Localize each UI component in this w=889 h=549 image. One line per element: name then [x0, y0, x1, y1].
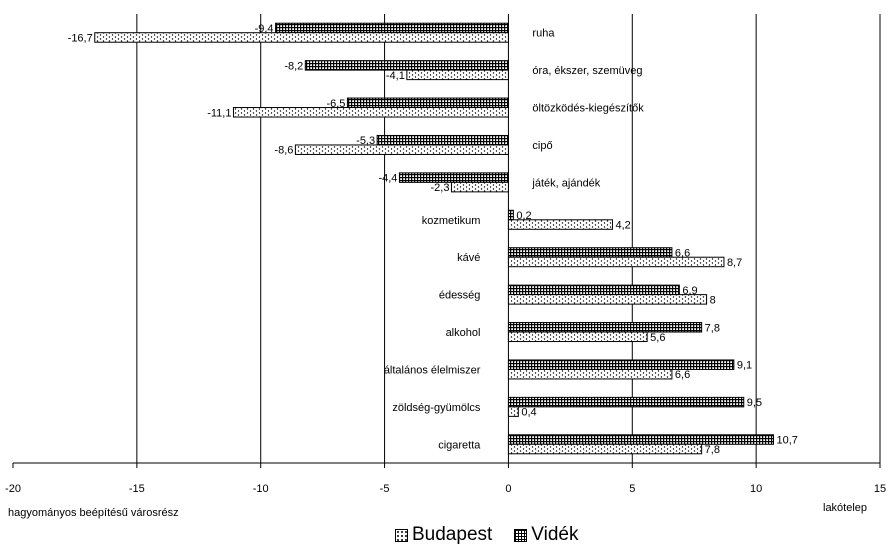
value-label: 0,2 [516, 210, 531, 222]
category-label: cipő [532, 140, 552, 152]
value-label: 9,5 [747, 397, 762, 409]
bar-budapest [450, 181, 509, 193]
x-axis: -20 -15 -10 -5 0 5 10 15 [5, 462, 886, 495]
bars [94, 22, 774, 455]
value-label: -8,6 [274, 145, 293, 157]
labels: -9,4 -16,7 ruha -8,2 -4,1 óra, ékszer, szemüv… [68, 23, 798, 456]
category-label: cigaretta [438, 439, 481, 451]
x-tick-label: 0 [505, 483, 511, 495]
bar-budapest [94, 32, 509, 43]
legend: Budapest Vidék [395, 524, 600, 546]
bar-budapest [507, 294, 708, 305]
value-label: 7,8 [705, 444, 720, 456]
bar-budapest [507, 331, 648, 343]
legend-label-budapest: Budapest [412, 524, 493, 545]
category-label: zöldség-gyümölcs [392, 402, 481, 414]
legend-item-videk: Vidék [514, 524, 578, 546]
x-tick-label: -10 [253, 483, 269, 495]
value-label: -9,4 [255, 23, 274, 35]
bar-videk [507, 284, 680, 296]
value-label: -8,2 [284, 60, 303, 72]
value-label: 6,9 [682, 285, 697, 297]
bar-budapest [507, 219, 613, 230]
bar-budapest [507, 443, 703, 455]
category-label: általános élelmiszer [384, 364, 481, 376]
category-label: alkohol [446, 327, 481, 339]
x-tick-label: -20 [5, 483, 21, 495]
x-tick-label: 15 [874, 483, 886, 495]
x-tick-label: -15 [129, 483, 145, 495]
legend-swatch-grid [514, 528, 528, 542]
bar-budapest [507, 368, 673, 380]
bar-videk [507, 209, 514, 221]
right-axis-note: lakótelep [823, 502, 868, 514]
value-label: -16,7 [68, 32, 93, 44]
value-label: 4,2 [615, 220, 630, 232]
x-tick-label: -5 [380, 483, 390, 495]
value-label: -5,3 [356, 135, 375, 147]
value-label: 6,6 [675, 369, 690, 381]
value-label: 10,7 [776, 435, 797, 447]
category-label: kávé [457, 252, 480, 264]
legend-label-videk: Vidék [531, 524, 579, 545]
bar-videk [304, 60, 509, 71]
category-label: játék, ajándék [531, 177, 600, 189]
category-label: ruha [532, 28, 555, 40]
value-label: -2,3 [430, 182, 449, 194]
bar-videk [275, 22, 509, 34]
value-label: 5,6 [650, 332, 665, 344]
gridlines [136, 14, 881, 463]
value-label: 8 [710, 294, 716, 306]
legend-swatch-dots [395, 528, 408, 542]
bar-videk [398, 172, 509, 183]
value-label: -6,5 [326, 98, 345, 110]
category-label: édesség [439, 290, 481, 302]
bar-videk [376, 134, 509, 146]
value-label: 9,1 [737, 360, 752, 372]
x-tick-label: 5 [629, 483, 635, 495]
bar-videk [507, 359, 735, 370]
legend-item-budapest: Budapest [395, 524, 492, 546]
value-label: 7,8 [705, 322, 720, 334]
x-tick-label: 10 [750, 483, 762, 495]
value-label: -4,1 [386, 70, 405, 82]
bar-videk [346, 97, 509, 109]
left-axis-note: hagyományos beépítésű városrész [8, 507, 179, 519]
bar-budapest [232, 107, 509, 118]
bar-videk [507, 396, 745, 408]
value-label: -11,1 [207, 107, 231, 119]
category-label: óra, ékszer, szemüveg [532, 65, 642, 77]
category-label: öltözködés-kiegészítők [532, 103, 644, 115]
bar-videk [507, 322, 703, 333]
value-label: 8,7 [727, 257, 742, 269]
bar-videk [507, 247, 673, 258]
value-label: 0,4 [521, 407, 536, 419]
value-label: -4,4 [378, 173, 397, 185]
category-label: kozmetikum [422, 215, 481, 227]
bar-budapest [294, 144, 509, 155]
bar-budapest [406, 69, 509, 81]
bar-videk [507, 434, 774, 445]
value-label: 6,6 [675, 247, 690, 259]
bar-budapest [507, 406, 519, 417]
bar-budapest [507, 256, 725, 268]
